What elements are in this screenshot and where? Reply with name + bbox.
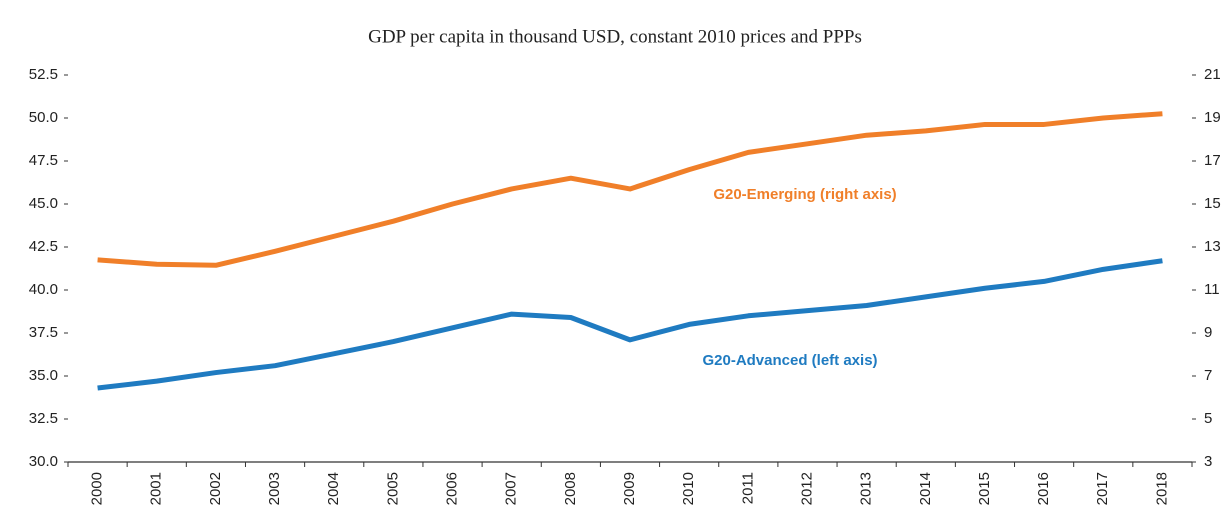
x-tick-label: 2003	[266, 472, 283, 505]
x-tick-label: 2010	[680, 472, 697, 505]
y2-tick-label: 9	[1204, 324, 1212, 341]
y-tick-label: 30.0	[29, 453, 58, 470]
x-tick-label: 2005	[384, 472, 401, 505]
y-tick-label: 37.5	[29, 324, 58, 341]
x-tick-label: 2017	[1094, 472, 1111, 505]
y-tick-label: 42.5	[29, 238, 58, 255]
x-tick-label: 2015	[976, 472, 993, 505]
y2-tick-label: 15	[1204, 195, 1221, 212]
y-tick-label: 47.5	[29, 152, 58, 169]
x-tick-label: 2011	[739, 472, 756, 504]
x-tick-label: 2000	[89, 472, 106, 505]
x-tick-label: 2001	[148, 472, 165, 505]
x-tick-label: 2008	[562, 472, 579, 505]
y2-tick-label: 7	[1204, 367, 1212, 384]
y2-tick-label: 3	[1204, 453, 1212, 470]
x-tick-label: 2007	[503, 472, 520, 505]
y-tick-label: 40.0	[29, 281, 58, 298]
series-line	[97, 111, 1163, 268]
chart-title: GDP per capita in thousand USD, constant…	[368, 26, 862, 47]
y2-tick-label: 19	[1204, 109, 1221, 126]
x-tick-label: 2013	[858, 472, 875, 505]
x-tick-label: 2004	[325, 472, 342, 505]
x-tick-label: 2009	[621, 472, 638, 505]
series-line	[97, 258, 1163, 391]
y2-tick-label: 5	[1204, 410, 1212, 427]
series-label: G20-Advanced (left axis)	[702, 352, 877, 369]
y-tick-label: 35.0	[29, 367, 58, 384]
x-tick-label: 2002	[207, 472, 224, 505]
x-tick-label: 2018	[1153, 472, 1170, 505]
x-tick-label: 2014	[917, 472, 934, 505]
y2-tick-label: 21	[1204, 66, 1221, 83]
x-tick-label: 2016	[1035, 472, 1052, 505]
y-tick-label: 32.5	[29, 410, 58, 427]
y2-tick-label: 11	[1204, 281, 1220, 298]
y2-tick-label: 17	[1204, 152, 1221, 169]
series-label: G20-Emerging (right axis)	[713, 186, 896, 203]
y-tick-label: 45.0	[29, 195, 58, 212]
y2-tick-label: 13	[1204, 238, 1221, 255]
y-tick-label: 52.5	[29, 66, 58, 83]
y-tick-label: 50.0	[29, 109, 58, 126]
x-tick-label: 2006	[443, 472, 460, 505]
x-tick-label: 2012	[798, 472, 815, 505]
